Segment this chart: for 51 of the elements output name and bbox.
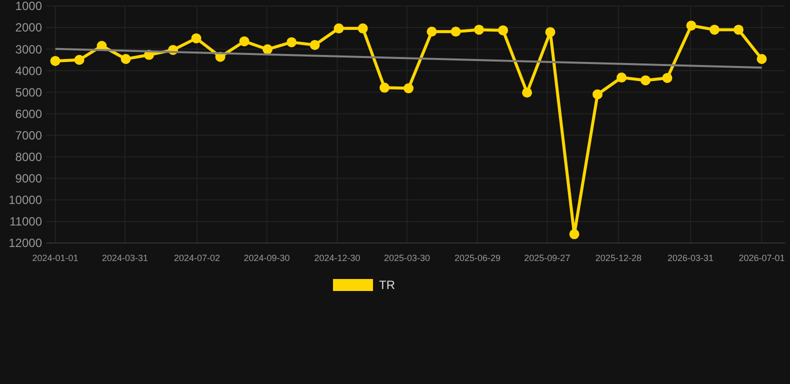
x-tick-label: 2024-07-02 <box>174 253 220 263</box>
point <box>334 23 344 34</box>
y-tick-label: 5000 <box>15 85 42 100</box>
point <box>640 75 651 86</box>
x-tick-label: 2024-09-30 <box>244 253 290 263</box>
y-tick-label: 3000 <box>15 42 42 56</box>
point <box>616 72 627 83</box>
point <box>545 27 556 38</box>
point <box>286 37 297 48</box>
point <box>522 88 532 98</box>
point <box>310 40 320 50</box>
point <box>662 72 672 83</box>
y-tick-label: 2000 <box>15 20 42 35</box>
x-tick-label: 2026-03-31 <box>667 253 714 263</box>
point <box>358 23 368 34</box>
point <box>380 82 390 93</box>
x-tick-label: 2024-01-01 <box>32 253 78 263</box>
legend-label: TR <box>379 278 396 292</box>
x-tick-label: 2024-12-30 <box>314 253 360 263</box>
point <box>686 20 696 31</box>
y-tick-label: 12000 <box>8 236 42 250</box>
point <box>50 56 60 66</box>
point <box>450 26 461 37</box>
x-tick-label: 2025-06-29 <box>454 253 500 263</box>
y-tick-label: 9000 <box>15 172 42 186</box>
point <box>592 89 603 100</box>
y-tick-label: 7000 <box>15 128 42 142</box>
point <box>191 33 202 44</box>
point <box>239 36 250 46</box>
y-tick-label: 4000 <box>15 64 42 78</box>
point <box>426 26 437 37</box>
x-tick-label: 2025-12-28 <box>595 253 642 263</box>
point <box>569 229 580 240</box>
y-tick-label: 6000 <box>15 106 42 121</box>
point <box>120 54 131 64</box>
x-tick-label: 2025-09-27 <box>524 253 570 263</box>
point <box>710 24 720 35</box>
y-tick-label: 10000 <box>8 193 42 208</box>
point <box>498 25 508 36</box>
x-tick-label: 2026-07-01 <box>738 253 785 263</box>
point <box>756 54 767 64</box>
point <box>262 44 273 54</box>
x-tick-label: 2025-03-30 <box>384 253 430 263</box>
point <box>74 54 84 65</box>
y-tick-label: 8000 <box>15 150 42 164</box>
point <box>474 24 484 35</box>
y-tick-label: 1000 <box>15 0 42 14</box>
point <box>404 83 414 94</box>
point <box>734 24 744 35</box>
x-tick-label: 2024-03-31 <box>102 253 148 263</box>
y-tick-label: 11000 <box>10 214 42 229</box>
